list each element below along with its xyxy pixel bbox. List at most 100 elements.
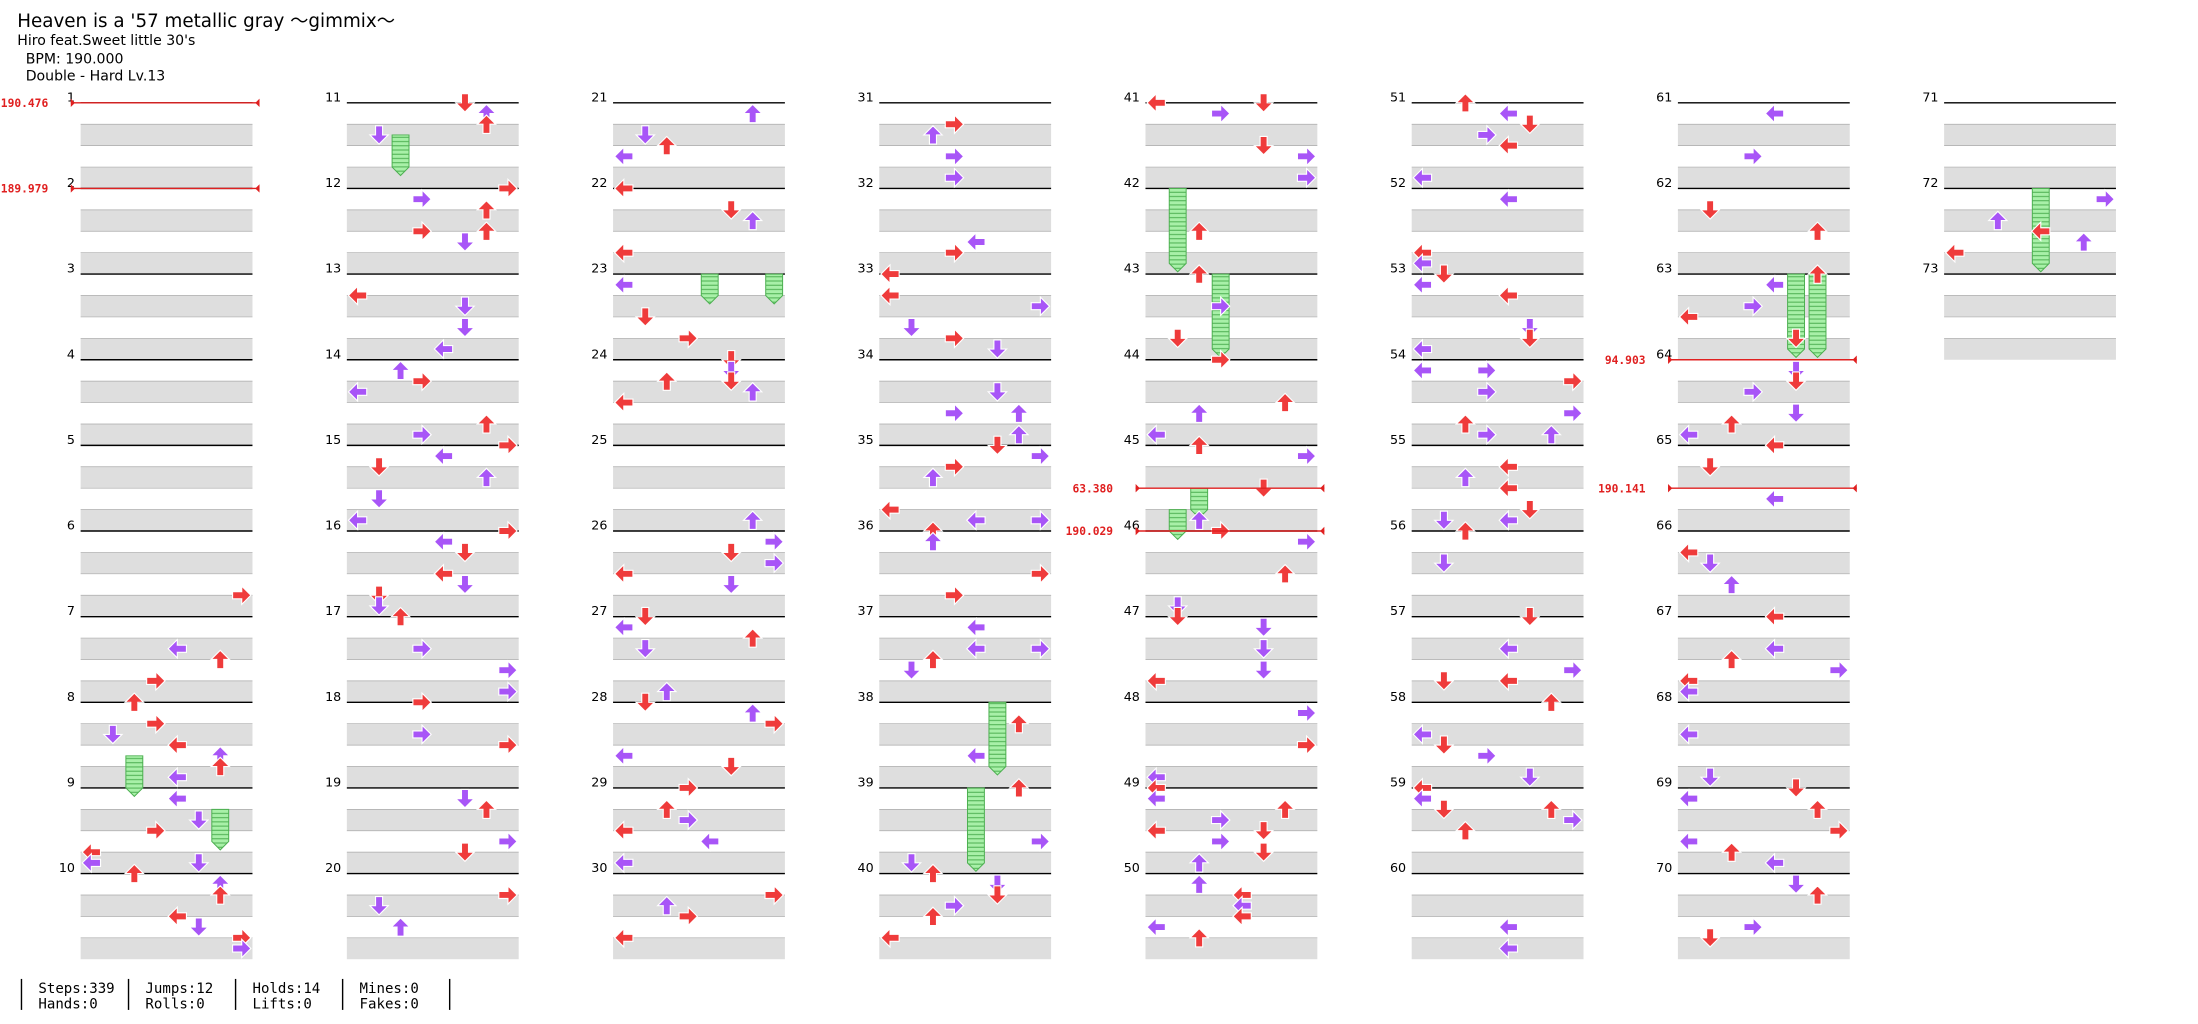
arrow-note bbox=[1253, 660, 1275, 681]
beat-band bbox=[613, 466, 785, 489]
arrow-note bbox=[1987, 210, 2009, 231]
arrow-note bbox=[1678, 424, 1699, 446]
arrow-note bbox=[986, 874, 1008, 895]
arrow-note bbox=[123, 692, 145, 713]
beat-band bbox=[879, 638, 1052, 660]
arrow-note bbox=[1146, 820, 1166, 842]
beat-band bbox=[879, 809, 1052, 831]
arrow-note bbox=[2073, 232, 2095, 252]
arrow-note bbox=[1519, 499, 1541, 520]
beat-band bbox=[1677, 295, 1850, 317]
arrow-note bbox=[1412, 252, 1433, 274]
hold-note bbox=[765, 273, 784, 305]
arrow-note bbox=[188, 853, 210, 873]
beat-band bbox=[1411, 124, 1584, 146]
measure-number: 52 bbox=[1390, 175, 1406, 190]
arrow-note bbox=[1477, 745, 1497, 767]
stat-value: Mines:0 bbox=[360, 981, 419, 997]
arrow-note bbox=[188, 917, 210, 938]
arrow-note bbox=[922, 124, 944, 145]
beat-band bbox=[80, 252, 253, 275]
beat-band bbox=[613, 381, 785, 403]
beat-band bbox=[346, 423, 519, 446]
beat-band bbox=[1145, 852, 1318, 874]
arrow-note bbox=[1210, 830, 1231, 852]
arrow-note bbox=[390, 917, 412, 937]
arrow-note bbox=[1008, 713, 1030, 734]
arrow-note bbox=[720, 371, 742, 392]
song-artist: Hiro feat.Sweet little 30's bbox=[17, 33, 195, 49]
measure-number: 4 bbox=[67, 346, 75, 361]
arrow-note bbox=[412, 638, 432, 660]
arrow-note bbox=[720, 756, 742, 777]
stat-value: Steps:339 bbox=[38, 981, 114, 997]
beat-band bbox=[1677, 894, 1850, 917]
arrow-note bbox=[1678, 830, 1699, 852]
arrow-note bbox=[454, 542, 476, 563]
arrow-note bbox=[1296, 445, 1317, 467]
arrow-note bbox=[764, 884, 785, 906]
arrow-note bbox=[1146, 92, 1166, 114]
arrow-note bbox=[1498, 135, 1519, 157]
measure-number: 56 bbox=[1390, 518, 1406, 533]
beat-band bbox=[1411, 723, 1584, 746]
beat-band bbox=[1677, 638, 1850, 660]
arrow-note bbox=[498, 884, 518, 906]
arrow-note bbox=[742, 628, 764, 648]
arrow-note bbox=[1210, 295, 1231, 317]
arrow-note bbox=[347, 284, 368, 307]
arrow-note bbox=[1167, 328, 1189, 349]
beat-band bbox=[1411, 209, 1584, 232]
beat-band bbox=[879, 423, 1052, 446]
beat-band bbox=[1677, 766, 1850, 788]
measure-number: 10 bbox=[59, 860, 75, 875]
arrow-note bbox=[1296, 145, 1317, 167]
arrow-note bbox=[1699, 928, 1721, 948]
arrow-note bbox=[656, 681, 678, 702]
beat-band bbox=[346, 766, 519, 788]
beat-band bbox=[879, 552, 1052, 574]
arrow-note bbox=[412, 723, 432, 745]
hold-note bbox=[1168, 509, 1187, 541]
arrow-note bbox=[613, 177, 634, 199]
arrow-note bbox=[764, 531, 785, 553]
beat-band bbox=[1677, 167, 1850, 189]
measure-number: 28 bbox=[591, 689, 607, 704]
arrow-note bbox=[1498, 638, 1519, 660]
beat-band bbox=[1677, 552, 1850, 574]
arrow-note bbox=[986, 382, 1008, 402]
arrow-note bbox=[944, 456, 965, 478]
beat-band bbox=[1677, 723, 1850, 746]
measure-number: 50 bbox=[1124, 860, 1140, 875]
bpm-changes: 190.476 189.979 63.380 190.029 94.903 190.141 bbox=[1, 97, 1857, 538]
beat-band bbox=[879, 466, 1052, 489]
arrow-note bbox=[944, 584, 965, 606]
measure-number: 13 bbox=[325, 261, 341, 276]
song-title: Heaven is a '57 metallic gray ～gimmix～ bbox=[17, 11, 395, 32]
arrow-note bbox=[965, 638, 986, 660]
arrow-note bbox=[498, 659, 518, 681]
beat-band bbox=[613, 252, 785, 275]
arrow-note bbox=[965, 616, 986, 638]
beat-band bbox=[80, 423, 253, 446]
arrow-note bbox=[368, 489, 390, 509]
arrow-note bbox=[1699, 457, 1721, 477]
arrow-note bbox=[613, 616, 634, 638]
arrow-note bbox=[232, 584, 252, 606]
measure-number: 12 bbox=[325, 175, 341, 190]
arrow-note bbox=[944, 402, 965, 424]
measure-number: 53 bbox=[1390, 261, 1406, 276]
beat-band bbox=[1145, 295, 1318, 317]
beat-band bbox=[346, 381, 519, 403]
arrow-note bbox=[347, 381, 368, 403]
arrow-note bbox=[1296, 702, 1317, 724]
beat-band bbox=[613, 338, 785, 360]
arrow-note bbox=[922, 649, 944, 670]
arrow-note bbox=[1540, 692, 1562, 713]
arrow-note bbox=[454, 93, 476, 113]
arrow-note bbox=[1167, 596, 1189, 616]
arrow-note bbox=[390, 360, 412, 381]
arrow-note bbox=[742, 210, 764, 231]
beat-band bbox=[1677, 680, 1850, 703]
arrow-note bbox=[1519, 328, 1541, 349]
